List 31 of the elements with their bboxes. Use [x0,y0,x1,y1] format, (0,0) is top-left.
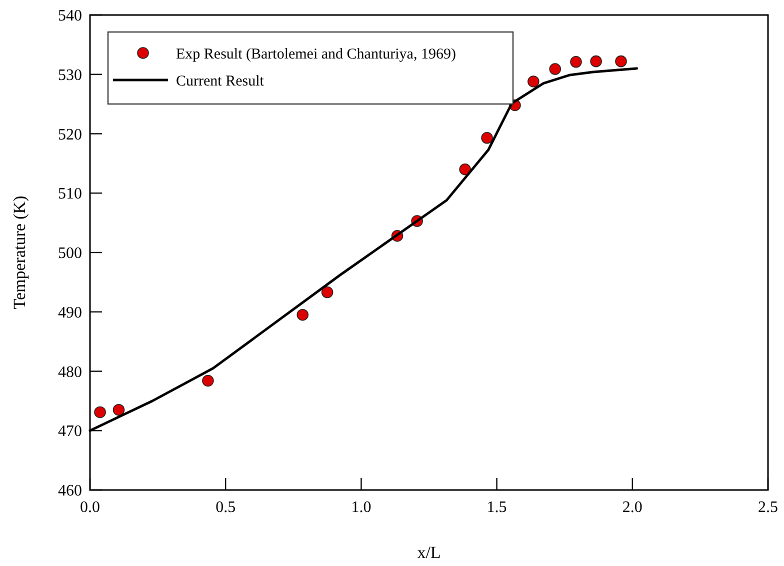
x-tick-label: 2.0 [622,499,642,516]
y-tick-label: 520 [58,126,82,144]
x-tick-label: 1.5 [486,499,507,516]
x-tick-label: 2.5 [758,499,778,516]
y-tick-label: 510 [58,186,82,203]
point [321,286,334,298]
x-tick-label: 0.5 [216,499,236,516]
y-tick-label: 530 [58,66,82,84]
y-tick-label: 500 [58,245,82,262]
x-axis-title: x/L [417,543,441,562]
x-tick-label: 0.0 [80,499,100,516]
point [202,374,214,387]
y-tick-label: 490 [58,304,82,322]
point [459,163,471,176]
point [590,55,602,68]
point [615,55,627,68]
legend-label: Current Result [176,73,265,90]
point [112,404,125,416]
point [528,76,540,88]
y-tick-label: 540 [58,8,82,25]
y-tick-label: 480 [58,364,82,381]
x-tick-label: 1.0 [351,499,372,516]
point [570,56,582,68]
y-tick-label: 470 [58,423,82,440]
y-tick-label: 460 [58,482,82,500]
point [549,63,562,75]
point [296,308,309,321]
point [481,132,493,144]
legend-label: Exp Result (Bartolemei and Chanturiya, 1969) [176,46,456,62]
y-axis-title: Temperature (K) [10,196,29,310]
point [94,406,106,418]
